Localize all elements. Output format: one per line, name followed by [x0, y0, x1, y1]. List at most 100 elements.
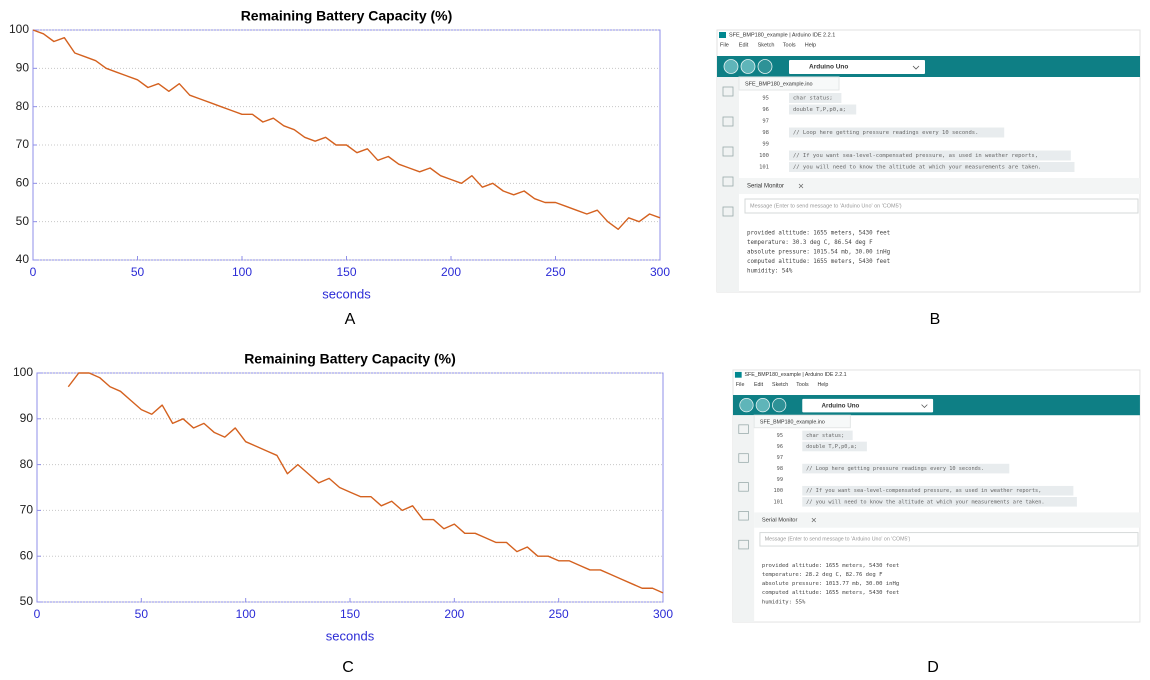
menu-item[interactable]: Sketch	[772, 382, 788, 388]
monitor-header	[754, 512, 1140, 527]
toolbar-button[interactable]	[724, 60, 738, 74]
line-number: 95	[762, 96, 769, 102]
x-tick-label: 0	[34, 607, 41, 621]
monitor-output: temperature: 30.3 deg C, 86.54 deg F	[747, 240, 873, 246]
toolbar-button[interactable]	[740, 398, 753, 411]
code-line: // you will need to know the altitude at…	[806, 499, 1044, 505]
y-tick-label: 70	[20, 503, 34, 517]
x-axis-label: seconds	[326, 628, 375, 643]
line-number: 96	[762, 107, 769, 113]
code-line: // If you want sea-level-compensated pre…	[793, 153, 1038, 159]
code-line: double T,P,p0,a;	[793, 107, 846, 113]
menu-item[interactable]: Help	[817, 382, 828, 388]
x-tick-label: 0	[30, 265, 37, 279]
line-number: 97	[777, 455, 783, 461]
app-icon	[719, 32, 726, 38]
x-tick-label: 250	[545, 265, 565, 279]
x-tick-label: 300	[653, 607, 673, 621]
code-line: char status;	[806, 433, 844, 439]
x-tick-label: 50	[135, 607, 149, 621]
menu-item[interactable]: Edit	[739, 42, 749, 48]
x-tick-label: 300	[650, 265, 670, 279]
board-name: Arduino Uno	[809, 64, 848, 71]
panel-label: D	[927, 659, 939, 676]
monitor-title: Serial Monitor	[762, 518, 798, 524]
y-tick-label: 50	[16, 214, 30, 228]
y-tick-label: 100	[9, 22, 29, 36]
y-tick-label: 90	[16, 61, 30, 75]
tab-name: SFE_BMP180_example.ino	[760, 419, 825, 425]
x-tick-label: 100	[236, 607, 256, 621]
line-number: 100	[773, 488, 783, 494]
monitor-output: absolute pressure: 1013.77 mb, 30.00 inH…	[762, 581, 899, 587]
board-name: Arduino Uno	[822, 402, 860, 409]
monitor-output: temperature: 28.2 deg C, 82.76 deg F	[762, 572, 883, 578]
y-tick-label: 80	[20, 457, 34, 471]
y-tick-label: 60	[20, 548, 34, 562]
line-number: 101	[759, 165, 769, 171]
plot-area	[37, 373, 663, 602]
line-number: 98	[762, 130, 769, 136]
y-tick-label: 50	[20, 594, 34, 608]
ide-screenshot: SFE_BMP180_example | Arduino IDE 2.2.1Fi…	[717, 30, 1140, 292]
x-tick-label: 200	[441, 265, 461, 279]
code-line: // Loop here getting pressure readings e…	[793, 130, 978, 136]
line-number: 99	[777, 477, 783, 483]
window-title: SFE_BMP180_example | Arduino IDE 2.2.1	[745, 372, 847, 378]
y-tick-label: 70	[16, 137, 30, 151]
y-tick-label: 40	[16, 252, 30, 266]
window-title: SFE_BMP180_example | Arduino IDE 2.2.1	[729, 32, 835, 38]
y-tick-label: 60	[16, 176, 30, 190]
tab-name: SFE_BMP180_example.ino	[745, 81, 813, 87]
toolbar-button[interactable]	[758, 60, 772, 74]
chart: Remaining Battery Capacity (%) 50 60 70 80 90…	[13, 351, 673, 644]
sidebar	[717, 77, 739, 292]
toolbar-button[interactable]	[756, 398, 769, 411]
x-tick-label: 150	[336, 265, 356, 279]
chart-title: Remaining Battery Capacity (%)	[241, 8, 453, 24]
monitor-output: humidity: 54%	[747, 269, 793, 275]
x-tick-label: 100	[232, 265, 252, 279]
x-tick-label: 250	[549, 607, 569, 621]
code-line: // Loop here getting pressure readings e…	[806, 466, 984, 472]
line-number: 95	[777, 433, 783, 439]
x-tick-label: 200	[444, 607, 464, 621]
monitor-output: absolute pressure: 1015.54 mb, 30.00 inH…	[747, 250, 890, 256]
toolbar-button[interactable]	[741, 60, 755, 74]
menu-item[interactable]: Tools	[796, 382, 809, 388]
line-number: 96	[777, 444, 783, 450]
code-line: // If you want sea-level-compensated pre…	[806, 488, 1041, 494]
line-number: 98	[777, 466, 783, 472]
menu-item[interactable]: File	[736, 382, 745, 388]
x-axis-label: seconds	[322, 286, 371, 301]
line-number: 97	[762, 119, 769, 125]
y-tick-label: 90	[20, 411, 34, 425]
monitor-output: computed altitude: 1655 meters, 5430 fee…	[747, 259, 890, 265]
toolbar-button[interactable]	[772, 398, 785, 411]
chart-title: Remaining Battery Capacity (%)	[244, 351, 456, 367]
x-tick-label: 150	[340, 607, 360, 621]
toolbar	[717, 56, 1140, 77]
monitor-output: humidity: 55%	[762, 599, 806, 605]
x-tick-label: 50	[131, 265, 145, 279]
menu-item[interactable]: Sketch	[758, 42, 775, 48]
menu-item[interactable]: Tools	[783, 42, 796, 48]
y-tick-label: 80	[16, 99, 30, 113]
chart: Remaining Battery Capacity (%) 40 50 60 70 80…	[9, 8, 670, 302]
input-placeholder: Message (Enter to send message to 'Ardui…	[765, 537, 911, 543]
panel-label: A	[345, 311, 356, 328]
menu-item[interactable]: Edit	[754, 382, 764, 388]
code-line: char status;	[793, 96, 833, 102]
toolbar	[733, 395, 1140, 415]
panel-label: C	[342, 659, 354, 676]
menu-item[interactable]: Help	[805, 42, 816, 48]
y-tick-label: 100	[13, 365, 33, 379]
menu-item[interactable]: File	[720, 42, 729, 48]
monitor-output: computed altitude: 1655 meters, 5430 fee…	[762, 590, 899, 596]
line-number: 100	[759, 153, 769, 159]
ide-screenshot: SFE_BMP180_example | Arduino IDE 2.2.1Fi…	[733, 370, 1140, 622]
code-line: double T,P,p0,a;	[806, 444, 857, 450]
app-icon	[735, 372, 742, 378]
monitor-output: provided altitude: 1655 meters, 5430 fee…	[747, 231, 890, 237]
panel-label: B	[930, 311, 941, 328]
